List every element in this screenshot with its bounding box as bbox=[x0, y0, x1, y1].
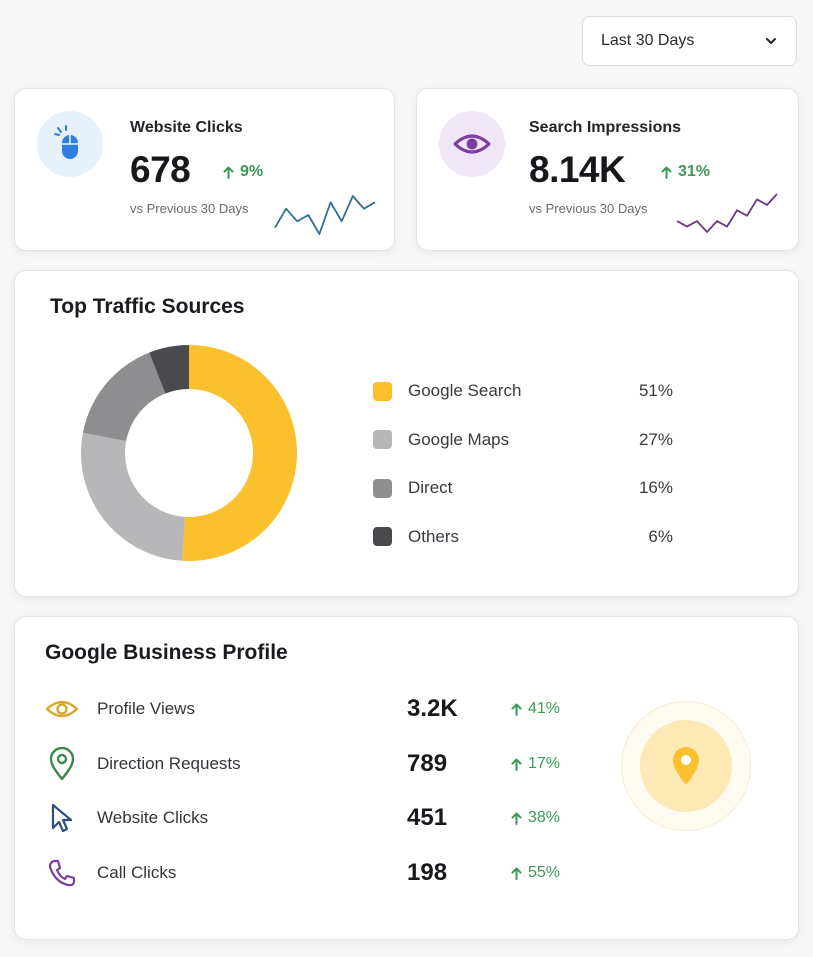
eye-icon bbox=[453, 134, 491, 154]
gbp-delta-value: 38% bbox=[528, 809, 561, 826]
search-impressions-card: Search Impressions 8.14K 31% vs Previous… bbox=[416, 88, 799, 251]
gbp-value: 3.2K bbox=[407, 695, 458, 722]
donut-slice-google-maps bbox=[80, 432, 185, 561]
location-badge-inner bbox=[640, 720, 732, 812]
gbp-delta-value: 17% bbox=[528, 755, 561, 772]
legend-swatch bbox=[373, 527, 392, 547]
eye-icon-badge bbox=[439, 111, 505, 177]
mouse-icon-badge bbox=[37, 111, 103, 177]
traffic-donut-chart bbox=[80, 345, 298, 561]
website-clicks-title: Website Clicks bbox=[130, 119, 243, 136]
search-impressions-title: Search Impressions bbox=[529, 119, 682, 136]
website-clicks-card: Website Clicks 678 9% vs Previous 30 Day… bbox=[14, 88, 395, 251]
gbp-row-website-clicks: Website Clicks 451 38% bbox=[45, 798, 560, 838]
search-impressions-delta: 31% bbox=[661, 163, 710, 181]
gbp-row-call-clicks: Call Clicks 198 55% bbox=[45, 853, 560, 893]
search-impressions-delta-value: 31% bbox=[678, 163, 711, 180]
gbp-row-direction-requests: Direction Requests 789 17% bbox=[45, 744, 560, 784]
website-clicks-delta: 9% bbox=[223, 163, 263, 181]
location-pin-icon bbox=[673, 747, 699, 785]
legend-percent: 16% bbox=[638, 478, 673, 498]
legend-item-google-maps: Google Maps 27% bbox=[373, 416, 673, 465]
donut-slice-others bbox=[149, 345, 189, 394]
gbp-delta-value: 41% bbox=[528, 700, 561, 717]
legend-label: Direct bbox=[408, 478, 453, 498]
gbp-delta: 55% bbox=[511, 864, 560, 882]
arrow-up-icon bbox=[511, 867, 522, 880]
website-clicks-comparison: vs Previous 30 Days bbox=[130, 201, 249, 216]
sparkline-path bbox=[676, 193, 778, 233]
gbp-row-profile-views: Profile Views 3.2K 41% bbox=[45, 689, 560, 729]
sparkline-path bbox=[274, 195, 376, 235]
gbp-value: 451 bbox=[407, 804, 448, 831]
gbp-label: Website Clicks bbox=[97, 808, 209, 827]
location-badge bbox=[621, 701, 751, 831]
arrow-up-icon bbox=[223, 166, 234, 179]
gbp-delta-value: 55% bbox=[528, 864, 561, 881]
legend-label: Google Search bbox=[408, 381, 522, 401]
business-profile-card: Google Business Profile Profile Views 3.… bbox=[14, 616, 799, 940]
date-range-label: Last 30 Days bbox=[601, 32, 695, 49]
gbp-value: 198 bbox=[407, 859, 448, 886]
search-impressions-value: 8.14K bbox=[529, 149, 626, 190]
legend-label: Others bbox=[408, 526, 460, 546]
website-clicks-sparkline bbox=[274, 195, 376, 235]
date-range-dropdown[interactable]: Last 30 Days bbox=[582, 16, 797, 66]
traffic-sources-title: Top Traffic Sources bbox=[50, 295, 245, 318]
gbp-value: 789 bbox=[407, 750, 448, 777]
traffic-sources-card: Top Traffic Sources Google Search 51% Goog… bbox=[14, 270, 799, 597]
chevron-down-icon bbox=[764, 34, 778, 48]
business-profile-title: Google Business Profile bbox=[45, 641, 288, 664]
mouse-icon bbox=[54, 125, 78, 159]
donut-slice-direct bbox=[82, 352, 166, 442]
donut-slice-google-search bbox=[182, 345, 298, 561]
legend-swatch bbox=[373, 478, 392, 498]
legend-percent: 27% bbox=[638, 429, 673, 449]
legend-item-google-search: Google Search 51% bbox=[373, 367, 673, 416]
legend-percent: 51% bbox=[638, 381, 673, 401]
legend-item-direct: Direct 16% bbox=[373, 464, 673, 513]
legend-swatch bbox=[373, 430, 392, 450]
legend-percent: 6% bbox=[648, 526, 673, 546]
arrow-up-icon bbox=[661, 166, 672, 179]
arrow-up-icon bbox=[511, 758, 522, 771]
arrow-up-icon bbox=[511, 703, 522, 716]
cursor-icon bbox=[45, 801, 79, 835]
legend-label: Google Maps bbox=[408, 429, 510, 449]
gbp-delta: 17% bbox=[511, 755, 560, 773]
traffic-legend: Google Search 51% Google Maps 27% Direct 16% O… bbox=[373, 367, 673, 561]
gbp-label: Direction Requests bbox=[97, 754, 241, 773]
phone-icon bbox=[45, 856, 79, 890]
gbp-delta: 38% bbox=[511, 809, 560, 827]
legend-item-others: Others 6% bbox=[373, 513, 673, 562]
search-impressions-comparison: vs Previous 30 Days bbox=[529, 201, 648, 216]
legend-swatch bbox=[373, 381, 392, 401]
website-clicks-delta-value: 9% bbox=[240, 163, 264, 180]
website-clicks-value: 678 bbox=[130, 149, 191, 190]
map-pin-icon bbox=[45, 747, 79, 781]
search-impressions-sparkline bbox=[676, 193, 778, 233]
gbp-label: Call Clicks bbox=[97, 863, 177, 882]
gbp-label: Profile Views bbox=[97, 699, 195, 718]
gbp-delta: 41% bbox=[511, 700, 560, 718]
arrow-up-icon bbox=[511, 812, 522, 825]
eye-icon bbox=[45, 692, 79, 726]
